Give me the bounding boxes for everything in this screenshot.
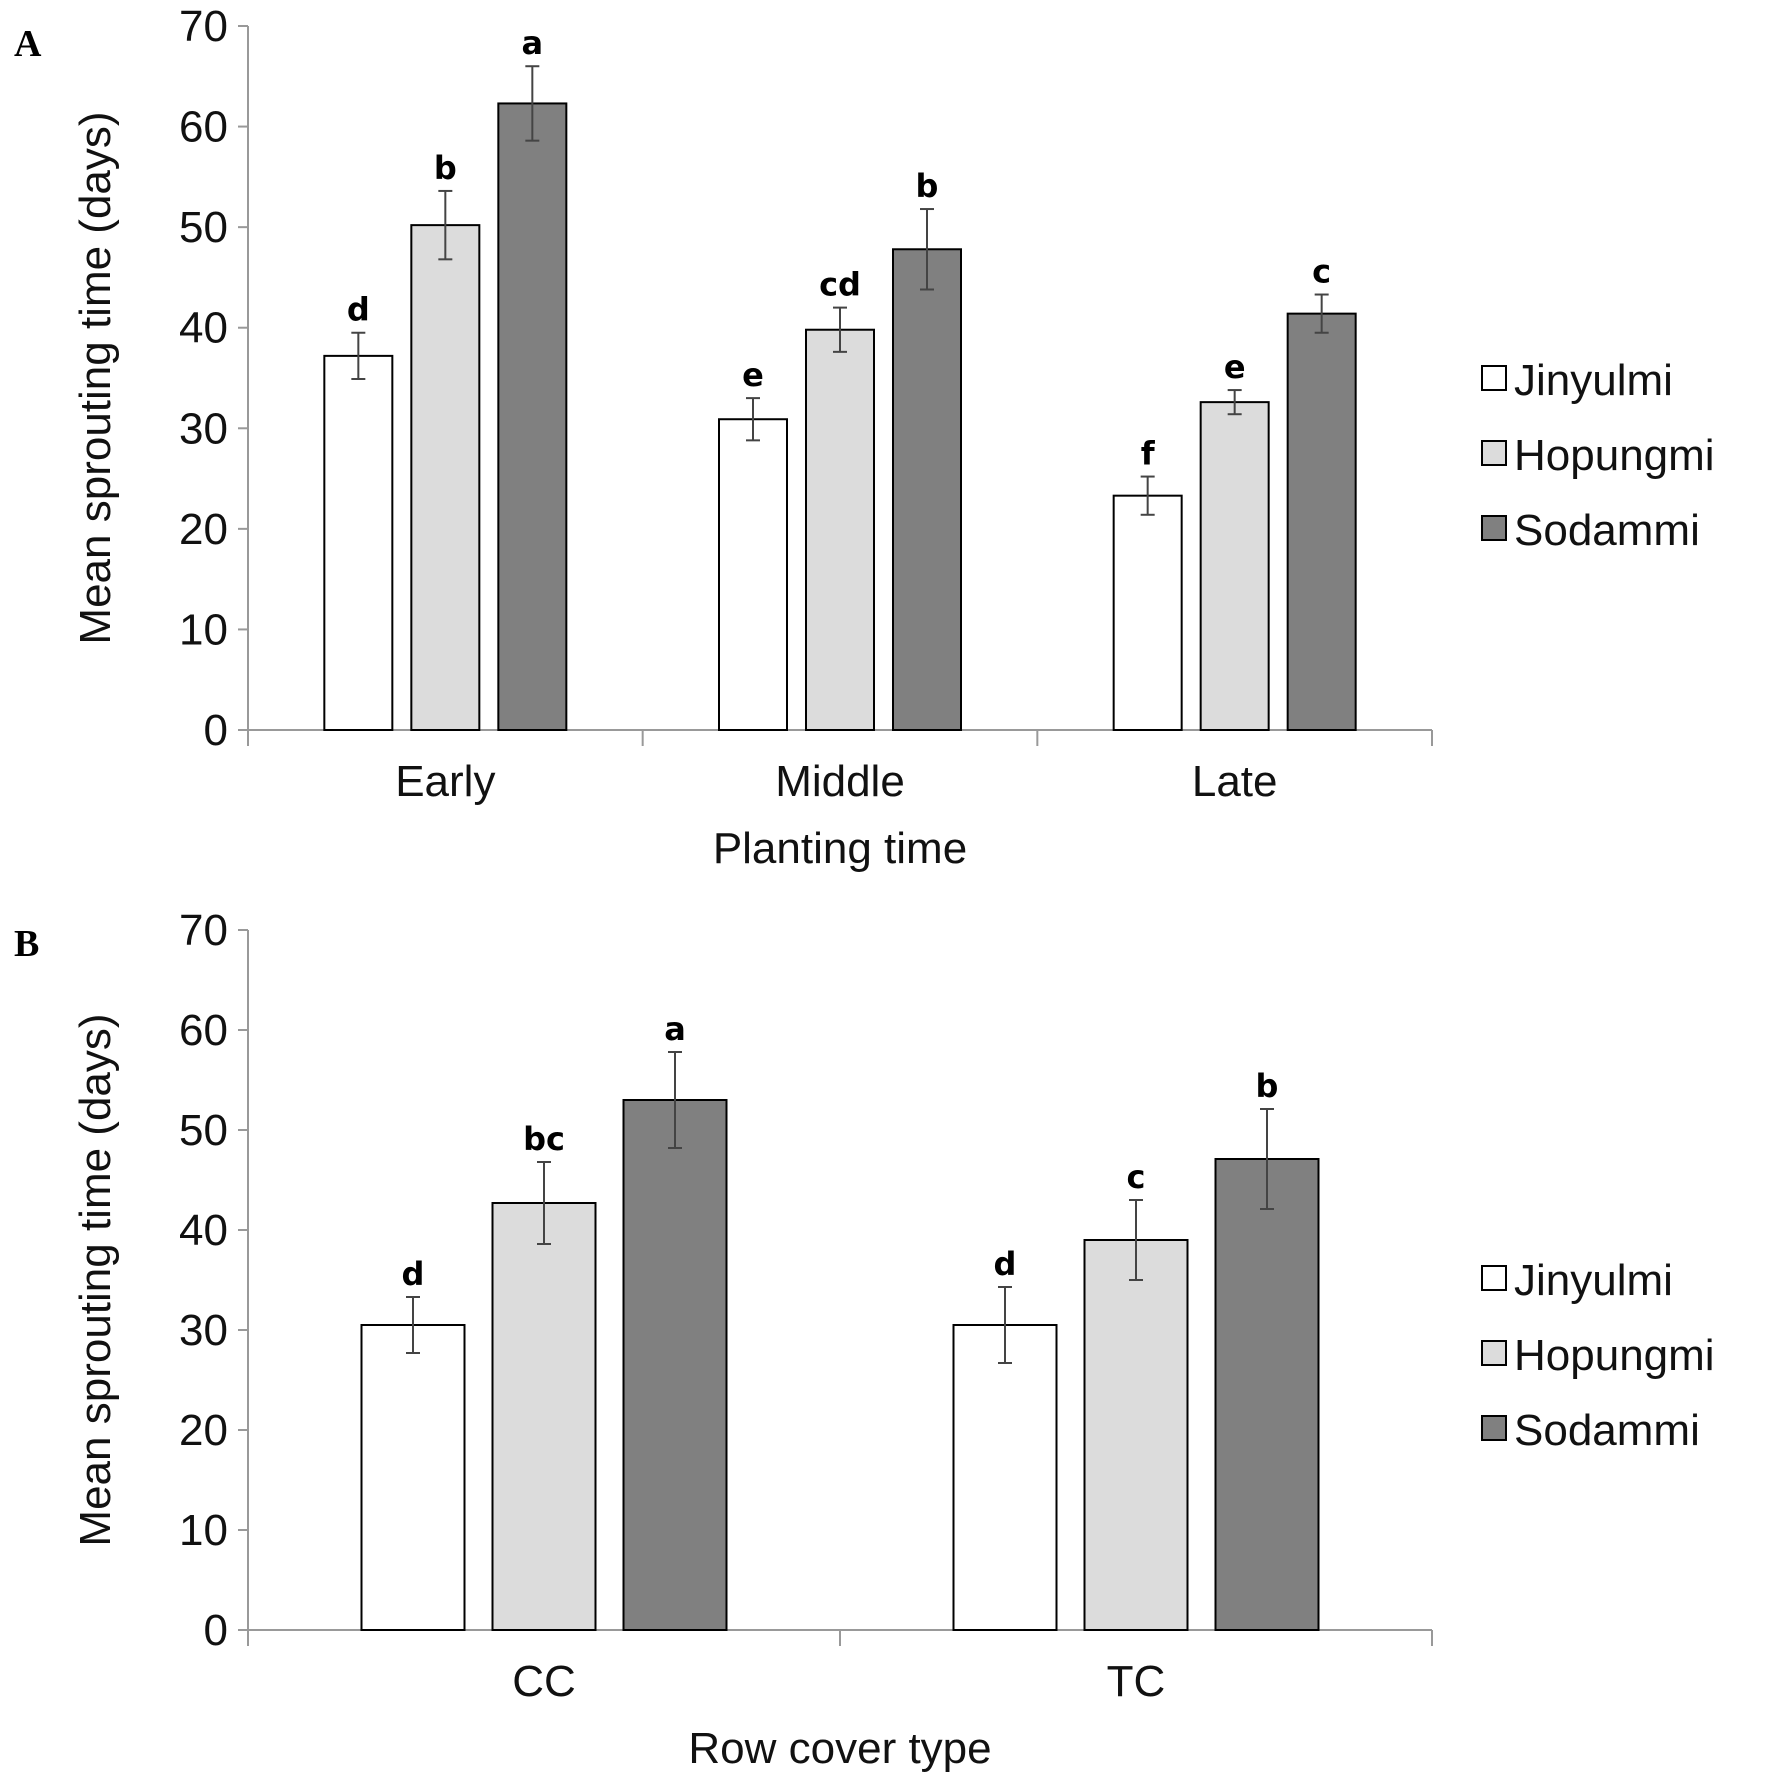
- y-tick-label: 30: [179, 404, 228, 453]
- x-tick-label: Middle: [775, 757, 905, 806]
- y-tick-label: 0: [204, 706, 228, 755]
- bar-jinyulmi: [360, 1324, 466, 1631]
- legend-label-hopungmi: Hopungmi: [1514, 1331, 1715, 1380]
- significance-label: bc: [523, 1120, 565, 1158]
- significance-label: cd: [819, 266, 861, 304]
- y-tick-label: 20: [179, 1406, 228, 1455]
- legend-swatch-hopungmi: [1481, 440, 1507, 466]
- bar-sodammi: [497, 102, 568, 731]
- panel-label: A: [14, 23, 42, 65]
- x-tick-label: Early: [395, 757, 495, 806]
- bar-sodammi: [892, 248, 962, 731]
- significance-label: b: [434, 149, 457, 187]
- significance-label: e: [1224, 348, 1246, 386]
- bar-jinyulmi: [718, 418, 788, 731]
- y-tick-label: 40: [179, 1206, 228, 1255]
- y-tick-label: 40: [179, 304, 228, 353]
- bar-jinyulmi: [952, 1324, 1058, 1631]
- bar-hopungmi: [491, 1202, 597, 1631]
- panel-a-chart: A 0 10 20 30 40 50 60 70 d b a Early e cd b Middle f e c Lat…: [14, 2, 1715, 873]
- significance-label: d: [347, 291, 370, 329]
- bar-hopungmi: [1083, 1239, 1189, 1631]
- significance-label: f: [1141, 435, 1156, 473]
- significance-label: c: [1312, 253, 1331, 291]
- significance-label: d: [994, 1245, 1017, 1283]
- significance-label: a: [664, 1010, 686, 1048]
- significance-label: d: [402, 1255, 425, 1293]
- x-tick-label: Late: [1192, 757, 1278, 806]
- panel-label: B: [14, 923, 39, 965]
- significance-label: e: [742, 356, 764, 394]
- x-tick-label: CC: [512, 1657, 576, 1706]
- significance-label: b: [1256, 1067, 1279, 1105]
- bar-jinyulmi: [1112, 494, 1183, 731]
- legend-swatch-sodammi: [1481, 515, 1507, 541]
- y-tick-label: 10: [179, 1506, 228, 1555]
- bar-hopungmi: [805, 328, 875, 731]
- y-tick-label: 70: [179, 2, 228, 51]
- legend-swatch-jinyulmi: [1481, 365, 1507, 391]
- legend-label-jinyulmi: Jinyulmi: [1514, 1256, 1673, 1305]
- y-tick-label: 70: [179, 906, 228, 955]
- legend-swatch-sodammi: [1481, 1415, 1507, 1441]
- bar-hopungmi: [1199, 401, 1270, 731]
- bar-sodammi: [1286, 312, 1357, 731]
- legend-label-sodammi: Sodammi: [1514, 1406, 1700, 1455]
- y-axis-title: Mean sprouting time (days): [71, 111, 120, 644]
- legend-swatch-hopungmi: [1481, 1340, 1507, 1366]
- significance-label: a: [522, 24, 544, 62]
- y-tick-label: 60: [179, 103, 228, 152]
- legend-label-jinyulmi: Jinyulmi: [1514, 356, 1673, 405]
- bar-sodammi: [622, 1099, 728, 1631]
- bar-jinyulmi: [323, 354, 394, 731]
- y-tick-label: 50: [179, 203, 228, 252]
- significance-label: b: [916, 167, 939, 205]
- significance-label: c: [1127, 1158, 1146, 1196]
- y-tick-label: 30: [179, 1306, 228, 1355]
- legend-swatch-jinyulmi: [1481, 1265, 1507, 1291]
- x-tick-label: TC: [1107, 1657, 1166, 1706]
- y-tick-label: 60: [179, 1006, 228, 1055]
- x-axis-title: Planting time: [713, 824, 967, 873]
- y-tick-label: 50: [179, 1106, 228, 1155]
- y-tick-label: 20: [179, 505, 228, 554]
- y-tick-label: 0: [204, 1606, 228, 1655]
- y-tick-label: 10: [179, 605, 228, 654]
- legend-label-hopungmi: Hopungmi: [1514, 431, 1715, 480]
- y-axis-title: Mean sprouting time (days): [71, 1013, 120, 1546]
- legend-label-sodammi: Sodammi: [1514, 506, 1700, 555]
- panel-b-chart: B 0 10 20 30 40 50 60 70 d bc a CC d c b TC Row cover typ…: [14, 906, 1715, 1773]
- x-axis-title: Row cover type: [688, 1724, 991, 1773]
- bar-sodammi: [1214, 1158, 1320, 1631]
- bar-hopungmi: [410, 224, 481, 731]
